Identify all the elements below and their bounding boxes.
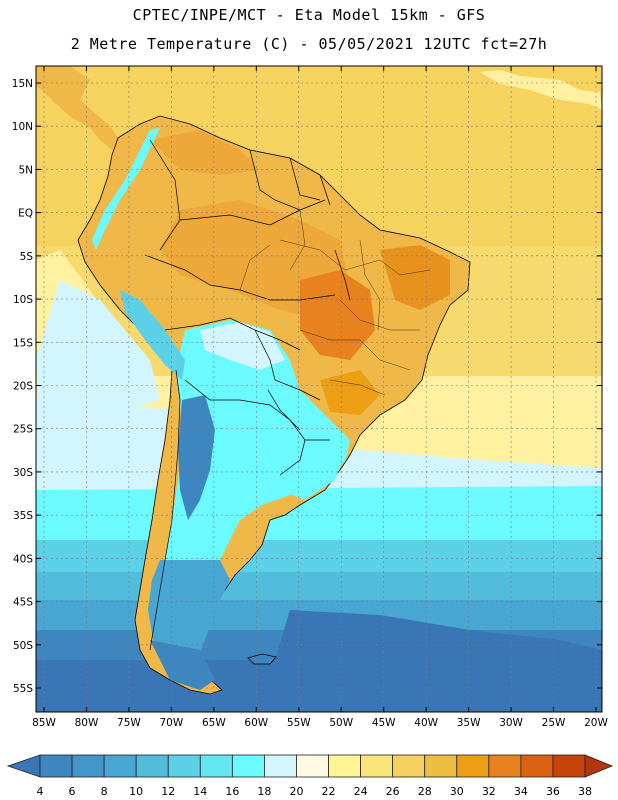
lat-tick-label: 5N bbox=[18, 164, 33, 176]
ocean-band-cyan2 bbox=[36, 540, 602, 572]
colorbar-swatch bbox=[135, 754, 169, 778]
colorbar-swatch bbox=[296, 754, 329, 778]
colorbar-label: 14 bbox=[193, 785, 207, 798]
ocean-band-blue1 bbox=[36, 572, 602, 600]
caribbean-islands bbox=[480, 70, 602, 110]
ocean-cold-patch-se bbox=[260, 610, 602, 712]
colorbar-label: 36 bbox=[546, 785, 560, 798]
colorbar: 4 6 8 10 12 14 16 18 20 22 24 26 28 30 32 34 36 38 bbox=[6, 754, 614, 798]
lon-tick-label: 70W bbox=[160, 717, 184, 729]
map-frame bbox=[35, 65, 603, 713]
colorbar-swatch bbox=[392, 754, 426, 778]
colorbar-swatch bbox=[552, 754, 586, 778]
andes-peru-cool bbox=[120, 290, 185, 380]
lon-tick-label: 20W bbox=[584, 717, 608, 729]
colorbar-label: 28 bbox=[418, 785, 432, 798]
map-title-line2: 2 Metre Temperature (C) - 05/05/2021 12U… bbox=[70, 35, 548, 53]
colorbar-label: 10 bbox=[129, 785, 143, 798]
colorbar-label: 18 bbox=[257, 785, 271, 798]
land-cool-pale bbox=[200, 322, 285, 370]
falkland-islands bbox=[247, 653, 277, 665]
colorbar-arrow-high bbox=[584, 754, 614, 778]
land-patagonia bbox=[148, 560, 230, 670]
lat-tick-label: EQ bbox=[18, 208, 33, 220]
colorbar-label: 16 bbox=[225, 785, 239, 798]
colorbar-swatch bbox=[456, 754, 490, 778]
lat-tick-label: 30S bbox=[13, 467, 33, 479]
lon-tick-label: 30W bbox=[499, 717, 523, 729]
lon-tick-label: 35W bbox=[457, 717, 481, 729]
lon-tick-label: 75W bbox=[117, 717, 141, 729]
colorbar-label: 32 bbox=[482, 785, 496, 798]
land-hot-se bbox=[320, 370, 380, 415]
lat-tick-label: 15N bbox=[12, 78, 33, 90]
lon-tick-label: 55W bbox=[287, 717, 311, 729]
colorbar-swatch bbox=[231, 754, 265, 778]
colorbar-swatch bbox=[328, 754, 361, 778]
land-patagonia-south bbox=[150, 640, 215, 690]
lat-tick-label: 35S bbox=[13, 510, 33, 522]
land-hot-ne bbox=[380, 245, 450, 310]
colorbar-label: 4 bbox=[37, 785, 44, 798]
lat-tick-label: 55S bbox=[13, 683, 33, 695]
latitude-axis: 15N 10N 5N EQ 5S 10S 15S 20S 25S 30S 35S 40S 45S 50S 5… bbox=[12, 78, 602, 695]
lat-tick-label: 10N bbox=[12, 121, 33, 133]
lat-tick-label: 5S bbox=[20, 251, 34, 263]
central-america-land bbox=[36, 66, 118, 150]
longitude-axis: 85W 80W 75W 70W 65W 60W 55W 50W 45W 40W 35W 30W 25W 2… bbox=[32, 66, 608, 729]
colorbar-label: 24 bbox=[354, 785, 368, 798]
lon-tick-label: 80W bbox=[75, 717, 99, 729]
lon-tick-label: 60W bbox=[244, 717, 268, 729]
colorbar-swatch bbox=[360, 754, 394, 778]
lat-tick-label: 25S bbox=[13, 424, 33, 436]
graticule bbox=[36, 66, 602, 712]
andes-cold-core bbox=[178, 395, 215, 520]
land-hot-core bbox=[300, 270, 375, 360]
lat-tick-label: 10S bbox=[13, 294, 33, 306]
colorbar-label: 22 bbox=[322, 785, 336, 798]
colorbar-label: 38 bbox=[578, 785, 592, 798]
lat-tick-label: 40S bbox=[13, 553, 33, 565]
colorbar-swatch bbox=[424, 754, 458, 778]
lat-tick-label: 20S bbox=[13, 381, 33, 393]
colorbar-swatch bbox=[264, 754, 297, 778]
ocean-band-cyan bbox=[36, 486, 602, 540]
colorbar-swatch bbox=[167, 754, 201, 778]
lon-tick-label: 65W bbox=[202, 717, 226, 729]
colorbar-swatch bbox=[488, 754, 522, 778]
colorbar-label: 20 bbox=[289, 785, 303, 798]
colorbar-label: 12 bbox=[161, 785, 175, 798]
map-title-line1: CPTEC/INPE/MCT - Eta Model 15km - GFS bbox=[132, 6, 486, 24]
lat-tick-label: 15S bbox=[13, 337, 33, 349]
colorbar-swatch bbox=[103, 754, 137, 778]
colorbar-swatch bbox=[520, 754, 554, 778]
lon-tick-label: 85W bbox=[32, 717, 56, 729]
state-borders bbox=[239, 209, 431, 396]
lon-tick-label: 50W bbox=[329, 717, 353, 729]
colorbar-label: 34 bbox=[514, 785, 528, 798]
lon-tick-label: 25W bbox=[542, 717, 566, 729]
colorbar-label: 8 bbox=[101, 785, 108, 798]
map-field bbox=[36, 66, 602, 712]
colorbar-swatch bbox=[199, 754, 233, 778]
uruguay-cool bbox=[280, 440, 345, 500]
colorbar-label: 30 bbox=[450, 785, 464, 798]
lat-tick-label: 45S bbox=[13, 597, 33, 609]
country-borders bbox=[144, 139, 351, 651]
lon-tick-label: 45W bbox=[372, 717, 396, 729]
lat-tick-label: 50S bbox=[13, 640, 33, 652]
colorbar-arrow-low bbox=[6, 754, 41, 778]
andes-north-cool bbox=[92, 128, 160, 250]
colorbar-swatch bbox=[39, 754, 73, 778]
lon-tick-label: 40W bbox=[414, 717, 438, 729]
colorbar-swatch bbox=[71, 754, 105, 778]
colorbar-label: 6 bbox=[69, 785, 76, 798]
colorbar-label: 26 bbox=[386, 785, 400, 798]
land-warm-north bbox=[150, 130, 260, 175]
